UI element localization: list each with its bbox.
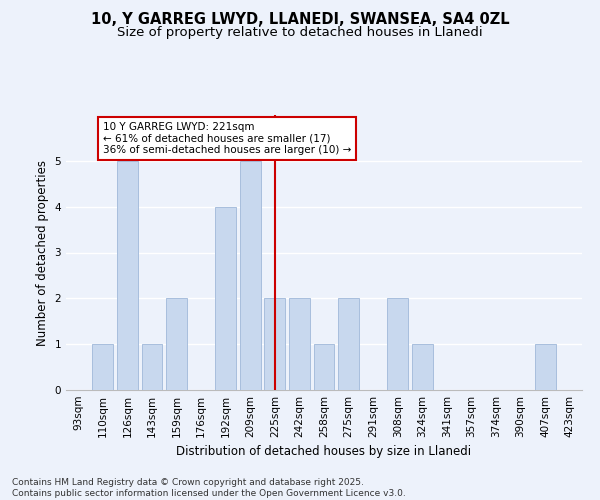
X-axis label: Distribution of detached houses by size in Llanedi: Distribution of detached houses by size … bbox=[176, 446, 472, 458]
Bar bbox=[338, 298, 359, 390]
Text: Size of property relative to detached houses in Llanedi: Size of property relative to detached ho… bbox=[117, 26, 483, 39]
Bar bbox=[412, 344, 433, 390]
Bar bbox=[142, 344, 163, 390]
Bar bbox=[289, 298, 310, 390]
Y-axis label: Number of detached properties: Number of detached properties bbox=[36, 160, 49, 346]
Bar bbox=[166, 298, 187, 390]
Text: Contains HM Land Registry data © Crown copyright and database right 2025.
Contai: Contains HM Land Registry data © Crown c… bbox=[12, 478, 406, 498]
Bar bbox=[314, 344, 334, 390]
Bar bbox=[535, 344, 556, 390]
Bar bbox=[265, 298, 286, 390]
Text: 10 Y GARREG LWYD: 221sqm
← 61% of detached houses are smaller (17)
36% of semi-d: 10 Y GARREG LWYD: 221sqm ← 61% of detach… bbox=[103, 122, 351, 155]
Bar bbox=[92, 344, 113, 390]
Bar bbox=[240, 161, 261, 390]
Bar bbox=[117, 161, 138, 390]
Bar bbox=[387, 298, 408, 390]
Text: 10, Y GARREG LWYD, LLANEDI, SWANSEA, SA4 0ZL: 10, Y GARREG LWYD, LLANEDI, SWANSEA, SA4… bbox=[91, 12, 509, 28]
Bar bbox=[215, 206, 236, 390]
